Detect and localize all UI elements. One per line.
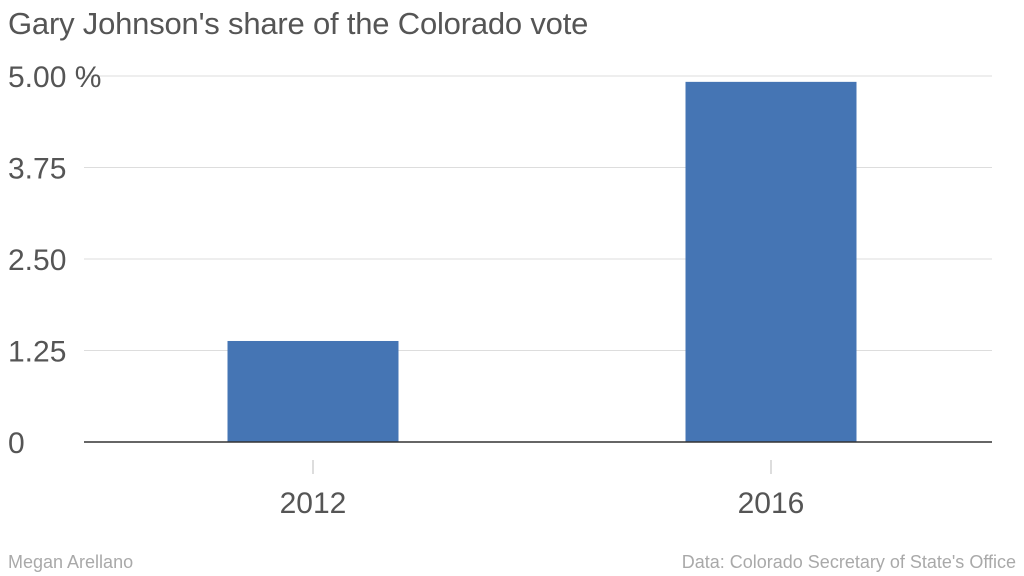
bar-2016 — [685, 81, 857, 442]
x-tick-label: 2016 — [738, 487, 805, 520]
y-tick-label: 0 — [8, 427, 25, 460]
chart-title: Gary Johnson's share of the Colorado vot… — [8, 6, 589, 41]
source-credit: Data: Colorado Secretary of State's Offi… — [681, 552, 1016, 572]
bars — [227, 81, 857, 442]
bar-2012 — [227, 340, 399, 442]
y-tick-label: 5.00 % — [8, 61, 101, 94]
y-tick-label: 2.50 — [8, 244, 66, 277]
y-tick-label: 1.25 — [8, 336, 66, 369]
y-axis-ticks: 0 1.25 2.50 3.75 5.00 % — [8, 61, 101, 460]
x-tick-label: 2012 — [280, 487, 347, 520]
x-axis-ticks: 2012 2016 — [280, 460, 805, 520]
author-credit: Megan Arellano — [8, 552, 134, 572]
y-tick-label: 3.75 — [8, 153, 66, 186]
